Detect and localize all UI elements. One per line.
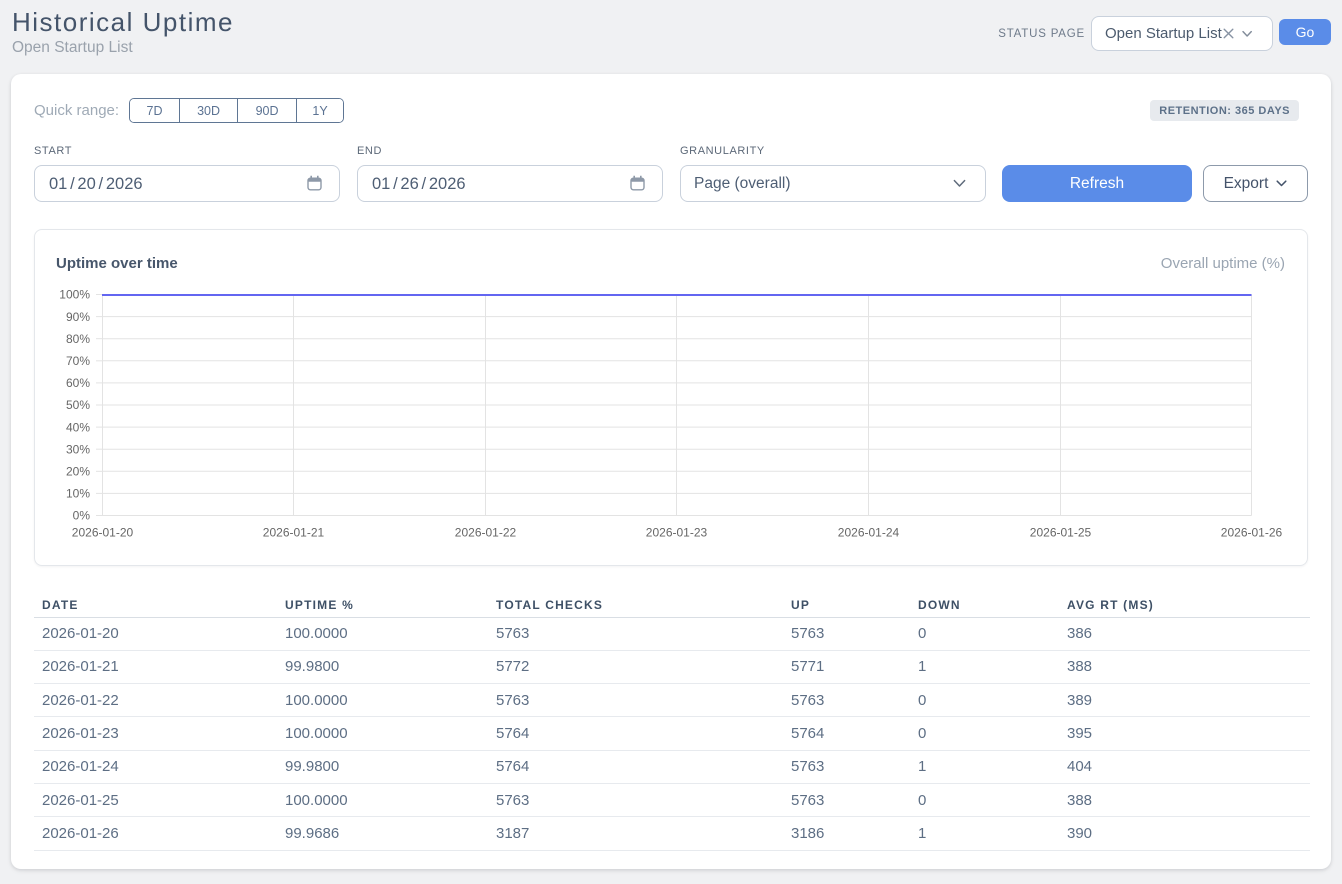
svg-text:50%: 50% — [66, 398, 90, 412]
svg-text:2026-01-20: 2026-01-20 — [72, 526, 134, 540]
svg-text:2026-01-25: 2026-01-25 — [1030, 526, 1092, 540]
svg-text:40%: 40% — [66, 420, 90, 434]
svg-text:0%: 0% — [73, 509, 91, 523]
svg-text:2026-01-26: 2026-01-26 — [1221, 526, 1283, 540]
svg-text:100%: 100% — [59, 288, 90, 302]
svg-text:2026-01-21: 2026-01-21 — [263, 526, 325, 540]
svg-text:80%: 80% — [66, 332, 90, 346]
svg-text:70%: 70% — [66, 354, 90, 368]
svg-text:10%: 10% — [66, 487, 90, 501]
svg-text:2026-01-24: 2026-01-24 — [838, 526, 900, 540]
svg-text:60%: 60% — [66, 376, 90, 390]
svg-text:30%: 30% — [66, 442, 90, 456]
svg-text:90%: 90% — [66, 310, 90, 324]
svg-text:20%: 20% — [66, 465, 90, 479]
svg-text:2026-01-22: 2026-01-22 — [455, 526, 517, 540]
svg-text:2026-01-23: 2026-01-23 — [646, 526, 708, 540]
